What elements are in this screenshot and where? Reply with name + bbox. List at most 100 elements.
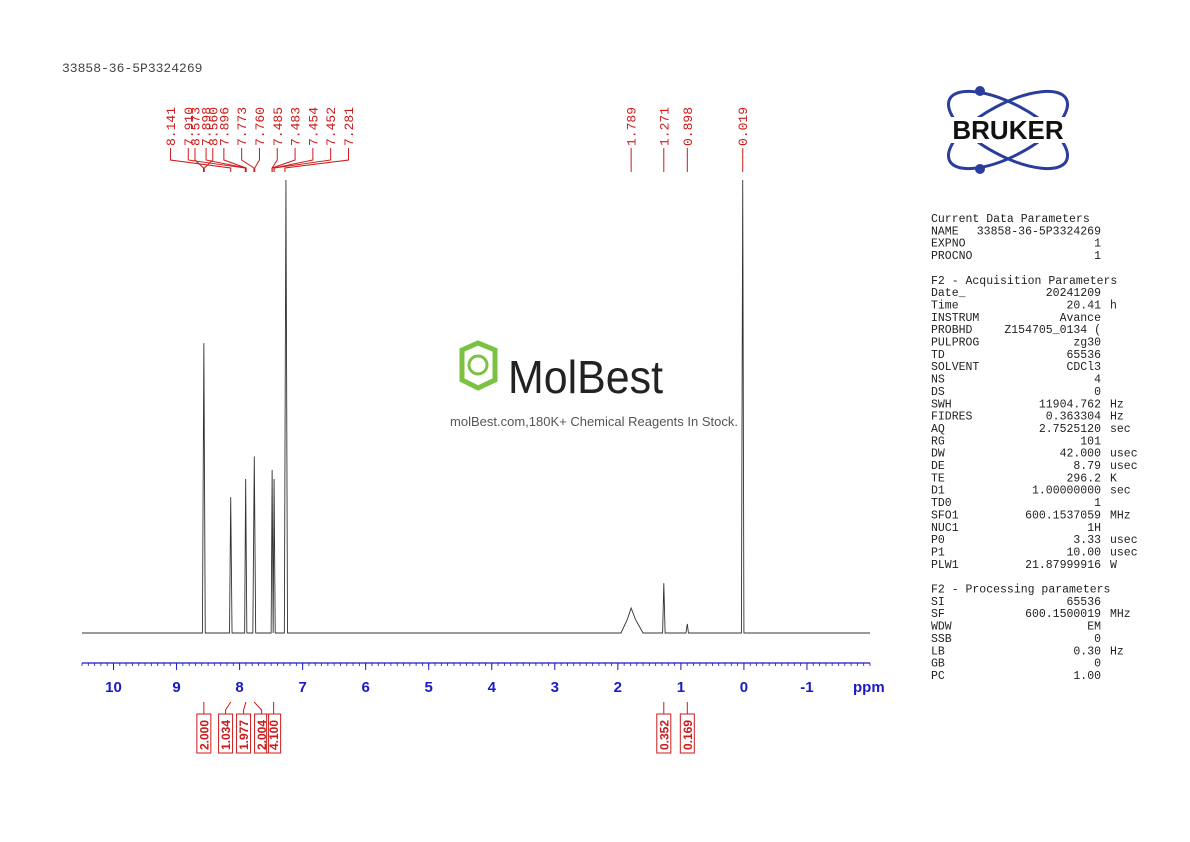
param-name: P0 (931, 534, 945, 547)
logo-band (924, 117, 1092, 143)
watermark: MolBest molBest.com,180K+ Chemical Reage… (450, 340, 738, 429)
x-tick-label: 0 (740, 679, 748, 696)
param-name: GB (931, 658, 945, 671)
peak-label: 7.485 (271, 107, 286, 146)
integral-label: 1.977 (237, 720, 251, 750)
param-name: NUC1 (931, 522, 959, 535)
param-name: SI (931, 596, 945, 609)
logo-orbit (946, 89, 1070, 171)
param-value: CDCl3 (1066, 361, 1101, 374)
watermark-ring (467, 354, 489, 376)
peak-leader (254, 148, 260, 172)
param-value: 11904.762 (1039, 398, 1101, 411)
param-value: 1.00000000 (1032, 485, 1101, 498)
param-name: NAME (931, 225, 959, 238)
param-value: 1 (1094, 238, 1101, 251)
param-name: SFO1 (931, 509, 959, 522)
peak-leader (241, 148, 255, 172)
integral-bracket (253, 701, 263, 714)
param-name: TE (931, 472, 945, 485)
integral-label: 2.004 (255, 720, 269, 750)
param-unit: usec (1110, 546, 1138, 559)
peak-label: 7.454 (306, 107, 321, 146)
integral-bracket (243, 701, 247, 714)
param-name: WDW (931, 621, 952, 634)
param-value: 3.33 (1073, 534, 1101, 547)
param-name: TD0 (931, 497, 952, 510)
param-name: SOLVENT (931, 361, 979, 374)
watermark-tagline: molBest.com,180K+ Chemical Reagents In S… (450, 414, 738, 429)
param-unit: sec (1110, 423, 1131, 436)
integral-box (218, 713, 234, 754)
logo-dot (975, 164, 985, 174)
param-value: 8.79 (1073, 460, 1101, 473)
integral-box (196, 713, 212, 754)
peak-label: 7.896 (217, 107, 232, 146)
param-value: 33858-36-5P3324269 (977, 225, 1101, 238)
param-value: 65536 (1066, 349, 1101, 362)
param-unit: W (1110, 559, 1117, 572)
param-value: 10.00 (1066, 546, 1101, 559)
x-tick-label: 3 (551, 679, 559, 696)
param-name: LB (931, 645, 945, 658)
param-value: 1H (1087, 522, 1101, 535)
param-name: SWH (931, 398, 952, 411)
peak-label: 7.898 (200, 107, 215, 146)
integral-box (679, 713, 695, 754)
peak-label: 1.789 (625, 107, 640, 146)
param-name: INSTRUM (931, 312, 979, 325)
param-unit: K (1110, 472, 1117, 485)
param-value: 20241209 (1046, 287, 1101, 300)
param-value: 1 (1094, 497, 1101, 510)
param-unit: h (1110, 299, 1117, 312)
param-unit: sec (1110, 485, 1131, 498)
x-tick-label: 9 (172, 679, 180, 696)
param-name: SF (931, 608, 945, 621)
param-unit: MHz (1110, 509, 1131, 522)
param-name: NS (931, 374, 945, 387)
param-unit: MHz (1110, 608, 1131, 621)
param-name: RG (931, 435, 945, 448)
param-value: Z154705_0134 ( (1004, 324, 1101, 337)
param-heading: Current Data Parameters (931, 213, 1090, 226)
spectrum-trace (82, 179, 870, 634)
param-value: 21.87999916 (1025, 559, 1101, 572)
param-name: SSB (931, 633, 952, 646)
param-value: 600.1500019 (1025, 608, 1101, 621)
param-name: DS (931, 386, 945, 399)
x-tick-label: 8 (235, 679, 243, 696)
param-name: PLW1 (931, 559, 959, 572)
watermark-brand: MolBest (508, 351, 663, 403)
peak-label: 8.560 (206, 107, 221, 146)
param-value: 4 (1094, 374, 1101, 387)
param-name: PULPROG (931, 337, 979, 350)
logo-dot (975, 86, 985, 96)
param-name: PROCNO (931, 250, 973, 263)
param-value: 1.00 (1073, 670, 1101, 683)
peak-leader (169, 148, 232, 172)
param-value: 0 (1094, 633, 1101, 646)
peak-label: 0.019 (736, 107, 751, 146)
peak-label: 1.271 (657, 107, 672, 146)
param-unit: usec (1110, 534, 1138, 547)
param-unit: Hz (1110, 411, 1124, 424)
x-axis-label: ppm (853, 679, 885, 696)
param-name: P1 (931, 546, 945, 559)
param-value: 2.7525120 (1039, 423, 1101, 436)
peak-leader (187, 148, 246, 172)
param-value: zg30 (1073, 337, 1101, 350)
x-tick-label: 5 (425, 679, 433, 696)
param-heading: F2 - Acquisition Parameters (931, 275, 1117, 288)
x-tick-label: 6 (362, 679, 370, 696)
param-value: 0 (1094, 386, 1101, 399)
param-value: 65536 (1066, 596, 1101, 609)
x-tick-label: 2 (614, 679, 622, 696)
peak-leader (284, 148, 349, 172)
x-tick-label: 4 (488, 679, 497, 696)
bruker-logo: BRUKER (924, 86, 1092, 174)
param-name: PC (931, 670, 945, 683)
logo-text: BRUKER (952, 115, 1063, 145)
peak-label: 8.141 (164, 107, 179, 146)
